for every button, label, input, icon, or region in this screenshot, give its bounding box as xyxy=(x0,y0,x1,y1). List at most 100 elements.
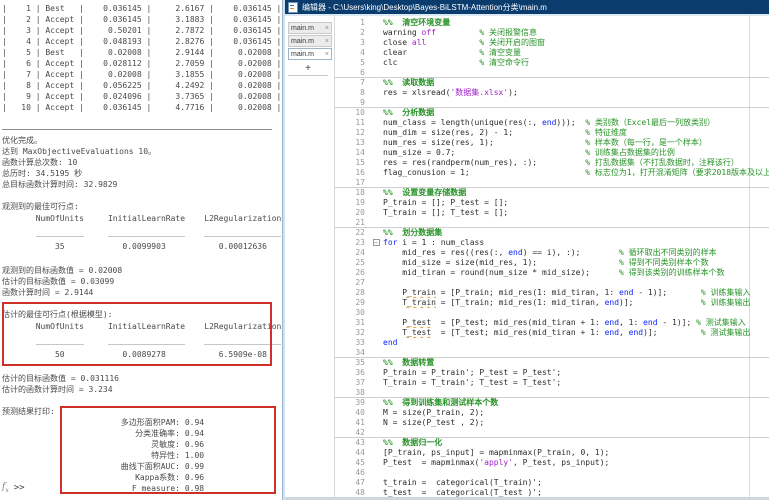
code-line: 7 %% 读取数据 xyxy=(335,77,769,88)
new-tab-button[interactable]: + xyxy=(288,62,328,76)
code-segment-c: flag_conusion = 1; xyxy=(383,168,470,177)
editor-window: 编辑器 - C:\Users\king\Desktop\Bayes-BiLSTM… xyxy=(283,0,769,500)
editor-titlebar[interactable]: 编辑器 - C:\Users\king\Desktop\Bayes-BiLSTM… xyxy=(285,0,769,14)
fold-gutter xyxy=(369,88,383,98)
code-line: 40 M = size(P_train, 2); xyxy=(335,408,769,418)
code-segment-k: end xyxy=(619,288,634,297)
code-segment-c xyxy=(537,158,585,167)
console-line: | 1 | Best | 0.036145 | 2.6167 | 0.03614… xyxy=(2,4,281,13)
code-segment-m: % 训练集输出 xyxy=(700,298,751,307)
console-line: 优化完成。 xyxy=(2,136,42,145)
console-line xyxy=(2,395,281,406)
console-line: 特异性: 1.00 xyxy=(2,450,281,461)
code-segment-m: % 得到该类别的训练样本个数 xyxy=(619,268,725,277)
code-segment-c: P_train = P_train'; P_test = P_test'; xyxy=(383,368,562,377)
command-window-output: | 1 | Best | 0.036145 | 2.6167 | 0.03614… xyxy=(2,3,281,494)
console-line: | 2 | Accept | 0.036145 | 3.1883 | 0.036… xyxy=(2,15,281,24)
line-number: 4 xyxy=(360,48,365,57)
console-line: 多边形面积PAM: 0.94 xyxy=(2,417,281,428)
code-segment-c: , P_test, ps_input); xyxy=(513,458,610,467)
line-number: 32 xyxy=(355,328,365,337)
tab-close-icon[interactable]: × xyxy=(324,50,329,58)
line-number: 6 xyxy=(360,68,365,77)
code-line: 34 xyxy=(335,348,769,358)
fx-function-hint-icon[interactable]: fx xyxy=(2,481,9,494)
code-segment-c: P_test = mapminmax( xyxy=(383,458,480,467)
code-line: 35 %% 数据转置 xyxy=(335,357,769,368)
code-line: 45 P_test = mapminmax('apply', P_test, ps… xyxy=(335,458,769,468)
code-line: 28 P_train = [P_train; mid_res(1: mid_ti… xyxy=(335,288,769,298)
command-window[interactable]: | 1 | Best | 0.036145 | 2.6167 | 0.03614… xyxy=(0,0,283,500)
console-line: | 3 | Accept | 0.50201 | 2.7872 | 0.0361… xyxy=(2,26,281,35)
code-segment-s: off xyxy=(421,28,436,37)
code-line: 18 %% 设置变量存储数据 xyxy=(335,187,769,198)
code-segment-c: num_size = 0.7; xyxy=(383,148,456,157)
code-segment-sec: %% 分析数据 xyxy=(383,108,435,117)
fold-gutter xyxy=(369,268,383,278)
metric-value: 0.96 xyxy=(180,473,205,482)
code-text: num_dim = size(res, 2) - 1; % 特征维度 xyxy=(383,128,769,138)
code-rows: 1 %% 清空环境变量 2 warning off % 关闭报警信息 3 close al… xyxy=(335,18,769,498)
fold-minus-icon[interactable]: − xyxy=(372,239,380,247)
editor-tab-main.m[interactable]: main.m × xyxy=(288,35,332,47)
code-text xyxy=(383,308,769,318)
line-number: 18 xyxy=(355,188,365,197)
code-segment-k: end xyxy=(643,318,658,327)
tab-close-icon[interactable]: × xyxy=(324,37,329,45)
code-line: 2 warning off % 关闭报警信息 xyxy=(335,28,769,38)
line-number: 5 xyxy=(360,58,365,67)
code-text: %% 设置变量存储数据 xyxy=(383,188,769,198)
console-line: 总历时: 34.5195 秒 xyxy=(2,169,83,178)
line-number: 9 xyxy=(360,98,365,107)
code-line: 1 %% 清空环境变量 xyxy=(335,18,769,28)
code-text: P_train = [P_train; mid_res(1: mid_tiran… xyxy=(383,288,769,298)
code-segment-k: end xyxy=(604,298,620,307)
code-segment-c: clear xyxy=(383,48,408,57)
code-segment-m: % 得到不同类别样本个数 xyxy=(619,258,709,267)
code-text: %% 读取数据 xyxy=(383,78,769,88)
line-number: 26 xyxy=(355,268,365,277)
code-line: 36 P_train = P_train'; P_test = P_test'; xyxy=(335,368,769,378)
editor-document-icon xyxy=(288,1,298,13)
fold-gutter xyxy=(369,78,383,88)
code-text: %% 数据转置 xyxy=(383,358,769,368)
code-segment-c: clc xyxy=(383,58,398,67)
fold-gutter xyxy=(369,28,383,38)
fold-gutter xyxy=(369,188,383,198)
fold-gutter xyxy=(369,148,383,158)
code-segment-c xyxy=(580,248,619,257)
code-segment-c xyxy=(513,128,585,137)
code-line: 32 T_test = [T_test; mid_res(mid_tiran +… xyxy=(335,328,769,338)
code-line: 9 xyxy=(335,98,769,108)
code-editing-area[interactable]: 1 %% 清空环境变量 2 warning off % 关闭报警信息 3 close al… xyxy=(335,14,769,500)
metric-label: 特异性: xyxy=(151,451,180,460)
code-segment-c xyxy=(590,268,619,277)
tab-close-icon[interactable]: × xyxy=(324,24,329,32)
console-line xyxy=(2,298,281,309)
code-line: 30 xyxy=(335,308,769,318)
code-text: num_res = size(res, 1); % 样本数（每一行，是一个样本） xyxy=(383,138,769,148)
code-segment-m: % 训练集输入 xyxy=(700,288,751,297)
editor-tab-main.m[interactable]: main.m × xyxy=(288,48,332,60)
code-segment-c xyxy=(455,148,585,157)
editor-tab-main.m[interactable]: main.m × xyxy=(288,22,332,34)
code-line: 4 clear % 清空变量 xyxy=(335,48,769,58)
code-line: 19 P_train = []; P_test = []; xyxy=(335,198,769,208)
code-segment-m: % 清空命令行 xyxy=(479,58,529,67)
code-segment-c xyxy=(667,288,701,297)
metric-label: 多边形面积PAM: xyxy=(120,418,180,427)
line-number: 35 xyxy=(355,358,365,367)
command-prompt[interactable]: >> xyxy=(13,482,25,493)
code-segment-c xyxy=(383,328,402,337)
code-fold-toggle[interactable]: − xyxy=(369,238,383,248)
code-segment-c: close xyxy=(383,38,412,47)
code-segment-c xyxy=(426,38,479,47)
code-text: res = xlsread('数据集.xlsx'); xyxy=(383,88,769,98)
code-text: clear % 清空变量 xyxy=(383,48,769,58)
code-segment-c: N = size(P_test , 2); xyxy=(383,418,485,427)
tab-label: main.m xyxy=(291,24,314,32)
code-text xyxy=(383,468,769,478)
command-prompt-row[interactable]: fx >> xyxy=(2,481,25,494)
line-number: 37 xyxy=(355,378,365,387)
code-text: N = size(P_test , 2); xyxy=(383,418,769,428)
